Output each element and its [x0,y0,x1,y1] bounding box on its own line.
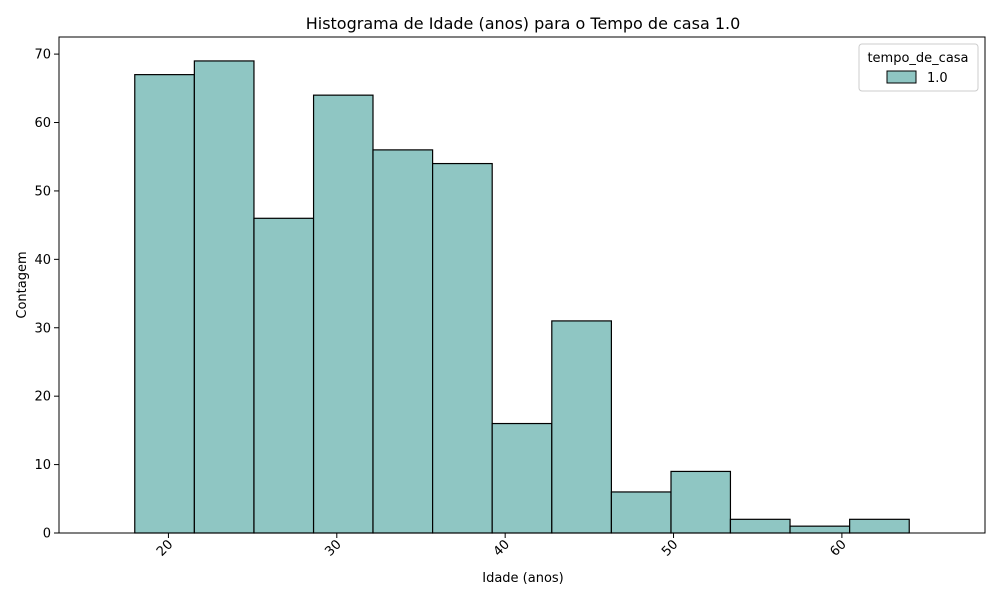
bars-group [134,60,910,534]
histogram-bar [789,525,851,534]
x-axis-label: Idade (anos) [482,571,564,586]
histogram-bar [372,149,434,534]
y-tick-label: 50 [34,184,51,199]
legend-swatch [886,70,917,84]
histogram-bar [729,518,791,534]
y-axis-ticks: 0 10 20 30 40 50 60 70 [34,48,59,542]
histogram-bar [253,217,315,534]
histogram-bar [134,74,195,534]
y-tick-label: 0 [43,527,51,542]
y-tick-label: 20 [34,390,51,405]
y-tick-label: 10 [34,458,51,473]
y-tick-label: 70 [34,48,51,63]
legend-entry-label: 1.0 [927,71,948,86]
legend-title: tempo_de_casa [867,51,968,66]
histogram-bar [610,491,672,534]
histogram-bar [670,470,732,534]
histogram-bar [193,60,255,534]
plot-frame [58,36,986,534]
histogram-bar [551,320,613,534]
y-tick-label: 60 [34,116,51,131]
histogram-bar [849,518,910,534]
y-tick-label: 40 [34,253,51,268]
y-tick-label: 30 [34,321,51,336]
y-axis-label: Contagem [15,251,30,318]
legend: tempo_de_casa 1.0 [858,43,979,92]
histogram-bar [491,422,553,534]
histogram-bar [431,162,493,534]
chart-title: Histograma de Idade (anos) para o Tempo … [306,14,741,33]
histogram-bar [312,94,374,534]
